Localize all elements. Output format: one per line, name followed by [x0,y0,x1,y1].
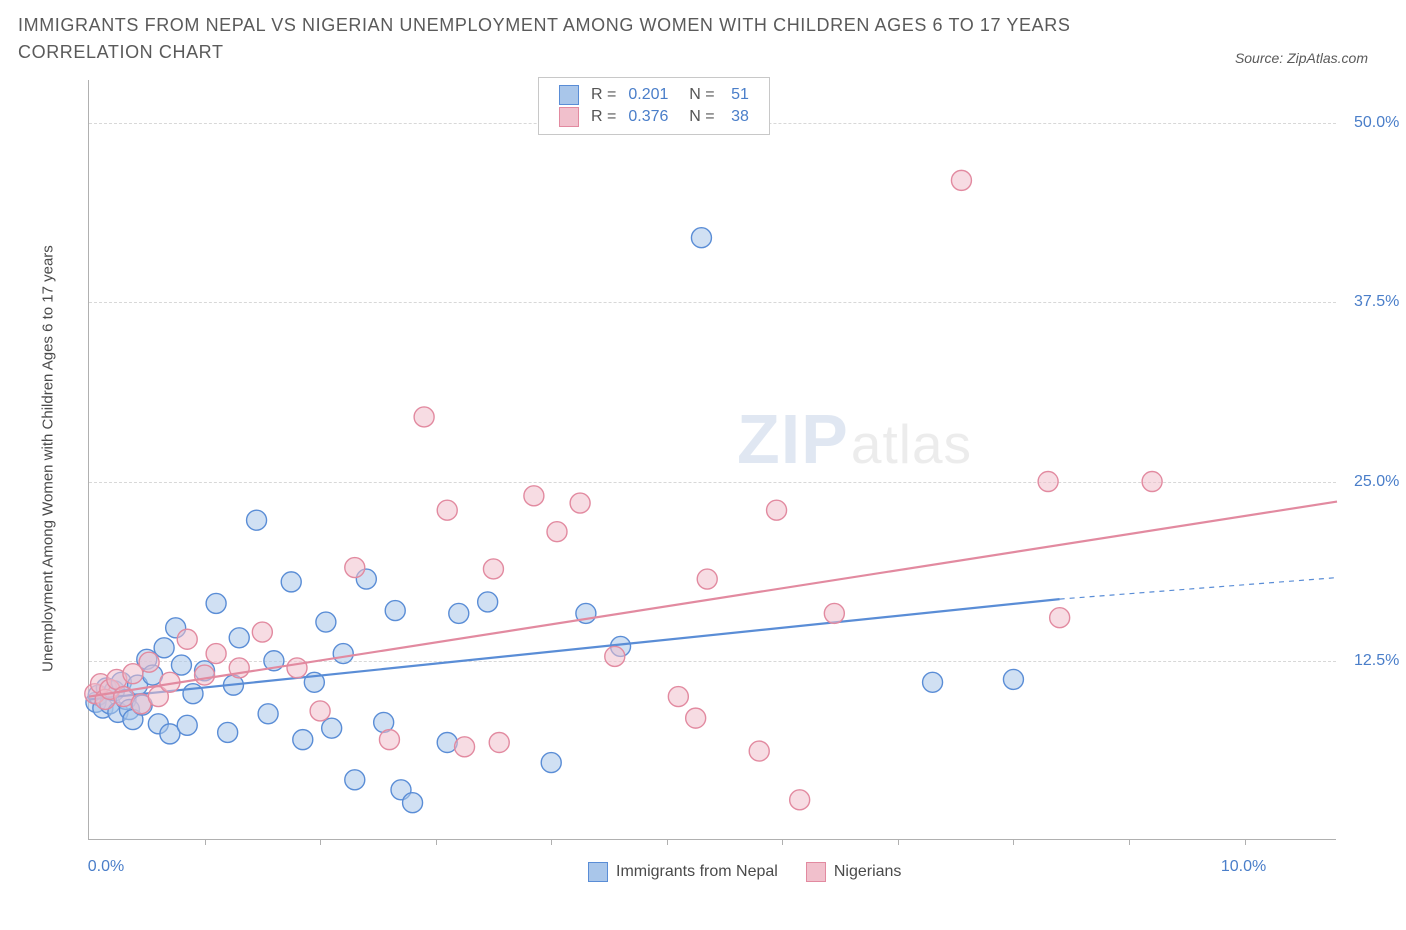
bottom-legend: Immigrants from Nepal Nigerians [588,862,901,882]
data-point [403,793,423,813]
data-point [218,722,238,742]
data-point [333,644,353,664]
data-point [177,715,197,735]
data-point [483,559,503,579]
data-point [195,665,215,685]
data-point [824,603,844,623]
data-point [489,732,509,752]
data-point [206,644,226,664]
data-point [385,601,405,621]
legend-stats: R =0.201 N = 51 R =0.376 N = 38 [538,77,770,135]
data-point [524,486,544,506]
data-point [1050,608,1070,628]
data-point [379,730,399,750]
data-point [478,592,498,612]
data-point [697,569,717,589]
data-point [310,701,330,721]
data-point [767,500,787,520]
data-point [547,522,567,542]
data-point [139,652,159,672]
scatter-chart: 12.5% 25.0% 37.5% 50.0% 0.0% 10.0% Unemploymen… [18,72,1406,910]
data-point [171,655,191,675]
legend-swatch [559,107,579,127]
legend-swatch [559,85,579,105]
legend-n-label: N = [674,106,720,128]
data-point [691,228,711,248]
data-point [345,770,365,790]
data-point [414,407,434,427]
data-point [541,753,561,773]
data-point [449,603,469,623]
legend-r-label: R = [585,84,622,106]
legend-r-value: 0.376 [622,106,674,128]
legend-n-value: 38 [721,106,755,128]
data-point [183,684,203,704]
legend-series-name: Nigerians [834,863,902,880]
trend-line [89,599,1060,699]
y-tick-label: 12.5% [1354,652,1399,670]
x-tick-label: 0.0% [88,858,124,876]
y-axis-label: Unemployment Among Women with Children A… [40,229,57,689]
y-tick-label: 25.0% [1354,473,1399,491]
legend-swatch [588,862,608,882]
data-point [749,741,769,761]
data-point [1142,472,1162,492]
data-point [258,704,278,724]
data-point [1003,669,1023,689]
data-point [455,737,475,757]
data-layer [89,80,1337,840]
legend-swatch [806,862,826,882]
data-point [281,572,301,592]
data-point [437,500,457,520]
legend-r-value: 0.201 [622,84,674,106]
data-point [316,612,336,632]
data-point [287,658,307,678]
y-tick-label: 50.0% [1354,114,1399,132]
data-point [206,593,226,613]
plot-area [88,80,1336,840]
data-point [345,558,365,578]
data-point [790,790,810,810]
x-tick-label: 10.0% [1221,858,1266,876]
legend-n-value: 51 [721,84,755,106]
data-point [605,646,625,666]
legend-item: Immigrants from Nepal [588,862,778,882]
data-point [923,672,943,692]
data-point [668,687,688,707]
data-point [686,708,706,728]
data-point [177,629,197,649]
data-point [154,638,174,658]
trend-line-extrapolated [1060,578,1337,600]
y-tick-label: 37.5% [1354,293,1399,311]
data-point [293,730,313,750]
data-point [229,628,249,648]
legend-r-label: R = [585,106,622,128]
source-text: Source: ZipAtlas.com [1235,50,1388,66]
legend-n-label: N = [674,84,720,106]
data-point [951,170,971,190]
data-point [1038,472,1058,492]
legend-item: Nigerians [806,862,902,882]
legend-series-name: Immigrants from Nepal [616,863,778,880]
data-point [247,510,267,530]
trend-line [89,502,1337,697]
data-point [322,718,342,738]
chart-title: IMMIGRANTS FROM NEPAL VS NIGERIAN UNEMPL… [18,12,1118,66]
data-point [570,493,590,513]
data-point [252,622,272,642]
